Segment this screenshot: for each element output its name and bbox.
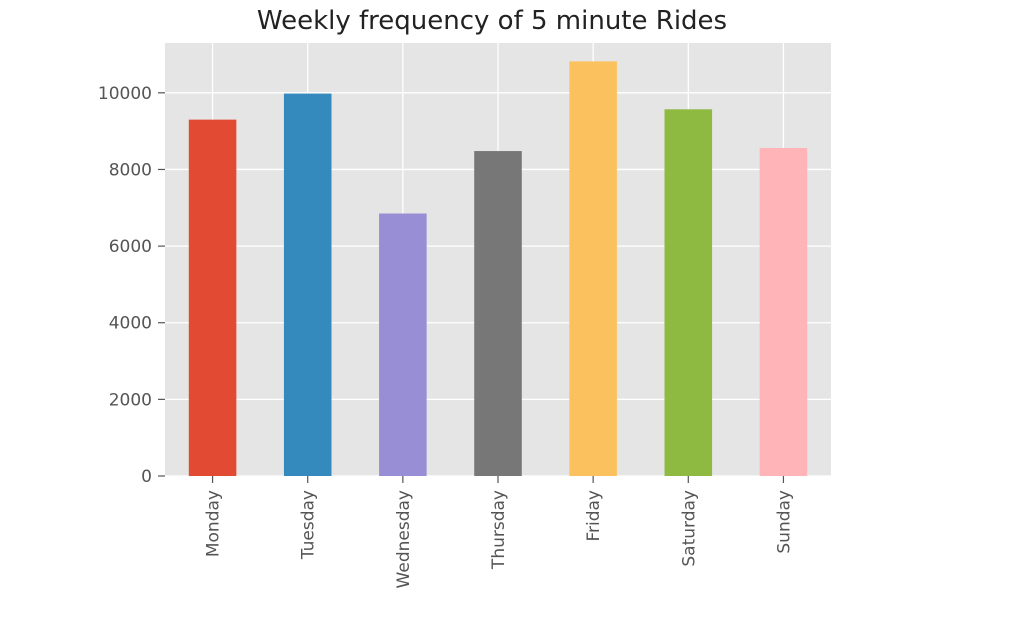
bar-friday	[569, 61, 617, 477]
y-tick-label: 0	[141, 467, 152, 487]
x-tick-label: Sunday	[774, 490, 794, 554]
bars	[188, 61, 808, 477]
x-tick-label: Monday	[204, 490, 224, 557]
bar-sunday	[759, 147, 808, 476]
bar-wednesday	[379, 213, 427, 476]
y-tick-label: 10000	[98, 84, 152, 104]
y-tick-label: 6000	[109, 237, 152, 257]
chart-title: Weekly frequency of 5 minute Rides	[257, 6, 727, 36]
x-axis: Monday Tuesday Wednesday Thursday Friday Satu…	[204, 476, 794, 588]
bar-saturday	[664, 109, 713, 477]
y-axis: 0 2000 4000 6000 8000 10000	[98, 84, 165, 487]
x-tick-label: Friday	[584, 490, 604, 542]
y-tick-label: 2000	[109, 390, 152, 410]
bar-thursday	[474, 151, 522, 476]
y-tick-label: 4000	[109, 314, 152, 334]
bar-tuesday	[283, 93, 332, 476]
bar-monday	[188, 119, 237, 476]
x-tick-label: Saturday	[679, 490, 699, 567]
x-tick-label: Wednesday	[394, 490, 414, 588]
x-tick-label: Thursday	[489, 490, 509, 570]
y-tick-label: 8000	[109, 160, 152, 180]
x-tick-label: Tuesday	[299, 490, 319, 560]
